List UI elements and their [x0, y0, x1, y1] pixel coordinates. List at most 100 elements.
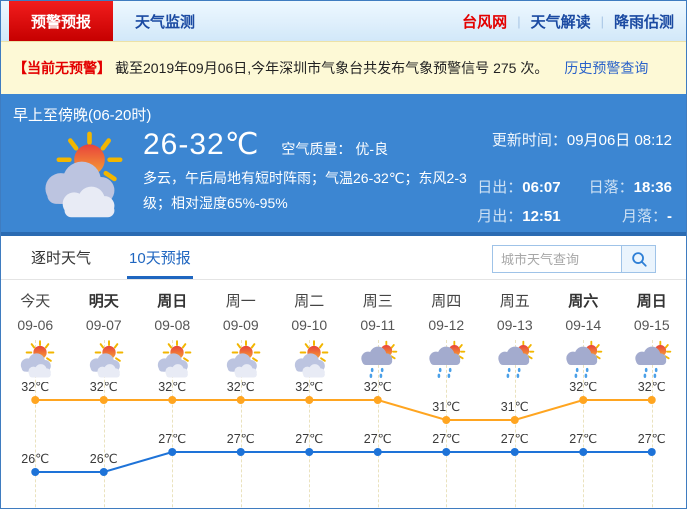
tab-weather-monitoring[interactable]: 天气监测 — [135, 13, 196, 31]
grid-line — [583, 340, 585, 508]
temp-label: 27℃ — [432, 434, 460, 446]
forecast-period-label: 早上至傍晚(06-20时) — [13, 107, 152, 124]
alert-text: 截至2019年09月06日,今年深圳市气象台共发布气象预警信号 275 次。 — [115, 60, 549, 76]
temp-label: 32℃ — [569, 382, 597, 394]
forecast-date: 09-15 — [633, 317, 670, 333]
forecast-days-row: 今天 09-06 明天 09-07 — [1, 280, 686, 382]
showers-icon — [635, 340, 671, 378]
showers-icon — [566, 340, 603, 378]
forecast-weather-icon — [344, 338, 413, 382]
temp-point — [31, 396, 40, 404]
grid-line — [172, 340, 174, 508]
grid-line — [514, 340, 516, 508]
showers-icon — [361, 340, 397, 378]
tab-warning-forecast[interactable]: 预警预报 — [9, 1, 114, 41]
forecast-weather-icon — [207, 338, 276, 382]
grid-line — [377, 340, 379, 508]
forecast-day-name: 周日 — [636, 293, 667, 310]
forecast-date: 09-12 — [428, 317, 465, 333]
search-icon — [631, 252, 647, 267]
temp-label: 32℃ — [364, 382, 392, 394]
weather-description: 多云，午后局地有短时阵雨；气温26-32℃；东风2-3级；相对湿度65%-95% — [143, 170, 467, 211]
alert-bar: 【当前无预警】 截至2019年09月06日,今年深圳市气象台共发布气象预警信号 … — [1, 41, 686, 94]
alert-status-badge: 【当前无预警】 — [13, 60, 111, 76]
temp-label: 32℃ — [90, 382, 118, 394]
forecast-date: 09-13 — [496, 317, 533, 333]
grid-line — [309, 340, 311, 508]
forecast-day-column: 周二 09-10 — [275, 290, 344, 382]
temp-label: 26℃ — [21, 452, 49, 466]
grid-line — [651, 340, 653, 508]
moonset: 月落：- — [621, 208, 672, 225]
partly-cloudy-icon — [45, 131, 123, 218]
temp-point — [99, 468, 108, 476]
link-weather-interpretation[interactable]: 天气解读 — [530, 13, 591, 31]
temp-label: 32℃ — [227, 382, 255, 394]
link-typhoon-net[interactable]: 台风网 — [462, 13, 508, 31]
temp-label: 27℃ — [638, 434, 666, 446]
forecast-day-name: 今天 — [20, 293, 51, 310]
temp-label: 32℃ — [295, 382, 323, 394]
search-input[interactable] — [493, 246, 621, 272]
tab-hourly-weather[interactable]: 逐时天气 — [31, 250, 92, 267]
forecast-weather-icon — [412, 338, 481, 382]
temp-label: 27℃ — [158, 434, 186, 446]
forecast-weather-icon — [549, 338, 618, 382]
update-time-label: 更新时间： — [491, 132, 567, 149]
sunrise: 日出：06:07 — [477, 179, 561, 196]
nav-divider: | — [600, 13, 604, 29]
partly-cloudy-icon — [89, 340, 124, 378]
grid-line — [103, 340, 105, 508]
forecast-weather-icon — [481, 338, 550, 382]
forecast-day-name: 周一 — [225, 293, 256, 310]
link-rainfall-estimate[interactable]: 降雨估测 — [613, 13, 674, 31]
air-quality-label: 空气质量： — [281, 141, 352, 157]
history-warning-query-link[interactable]: 历史预警查询 — [564, 60, 649, 76]
temp-range: 26-32℃ — [143, 128, 260, 161]
grid-lines — [1, 340, 686, 508]
forecast-date: 09-06 — [17, 317, 54, 333]
temp-label: 27℃ — [364, 434, 392, 446]
partly-cloudy-icon — [226, 340, 261, 378]
forecast-day-column: 周四 09-12 — [412, 290, 481, 382]
forecast-day-name: 周四 — [431, 293, 462, 310]
temp-point — [442, 416, 451, 424]
forecast-day-name: 周三 — [362, 293, 393, 310]
high-temp-line-chart: 32℃ 32℃ 32℃ 32℃ 32℃ 32℃ 31℃ 31℃ 32℃ 32℃ — [21, 382, 666, 424]
showers-icon — [429, 340, 466, 378]
forecast-weather-icon — [275, 338, 344, 382]
top-navbar: 预警预报 天气监测 台风网 | 天气解读 | 降雨估测 — [1, 1, 686, 41]
temp-label: 27℃ — [501, 434, 529, 446]
partly-cloudy-icon — [21, 340, 55, 378]
temp-label: 27℃ — [295, 434, 323, 446]
current-weather-icon — [13, 127, 143, 263]
moonrise: 月出：12:51 — [477, 208, 561, 225]
forecast-weather-icon — [138, 338, 207, 382]
forecast-day-name: 周六 — [568, 293, 599, 310]
temp-label: 32℃ — [158, 382, 186, 394]
temp-point — [168, 396, 177, 404]
temp-point — [510, 416, 519, 424]
temp-label: 31℃ — [501, 400, 529, 414]
temp-label: 26℃ — [90, 452, 118, 466]
temp-point — [647, 448, 656, 456]
nav-divider: | — [517, 13, 521, 29]
grid-line — [35, 340, 37, 508]
forecast-day-column: 明天 09-07 — [70, 290, 139, 382]
forecast-day-column: 今天 09-06 — [1, 290, 70, 382]
nav-links: 台风网 | 天气解读 | 降雨估测 — [462, 1, 674, 41]
temp-label: 31℃ — [432, 400, 460, 414]
forecast-day-name: 周日 — [157, 293, 188, 310]
forecast-day-name: 明天 — [88, 293, 119, 310]
grid-line — [240, 340, 242, 508]
forecast-weather-icon — [70, 338, 139, 382]
search-button[interactable] — [621, 246, 655, 272]
partly-cloudy-icon — [295, 340, 329, 378]
temp-label: 27℃ — [227, 434, 255, 446]
sun-moon-times: 日出：06:07 日落：18:36 月出：12:51 月落：- — [473, 176, 672, 226]
forecast-date: 09-09 — [222, 317, 259, 333]
tab-ten-day-forecast[interactable]: 10天预报 — [127, 237, 193, 279]
temp-point — [373, 396, 382, 404]
forecast-day-column: 周日 09-08 — [138, 290, 207, 382]
content-tab-bar: 逐时天气 10天预报 — [1, 236, 686, 280]
